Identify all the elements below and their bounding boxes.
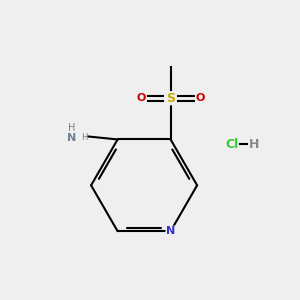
- Text: H: H: [68, 123, 76, 133]
- Text: O: O: [195, 93, 205, 103]
- Text: S: S: [166, 92, 175, 105]
- Text: O: O: [136, 93, 146, 103]
- Text: H: H: [81, 134, 87, 142]
- Text: N: N: [67, 133, 76, 143]
- Text: H: H: [249, 138, 260, 151]
- Text: N: N: [166, 226, 175, 236]
- Text: Cl: Cl: [226, 138, 239, 151]
